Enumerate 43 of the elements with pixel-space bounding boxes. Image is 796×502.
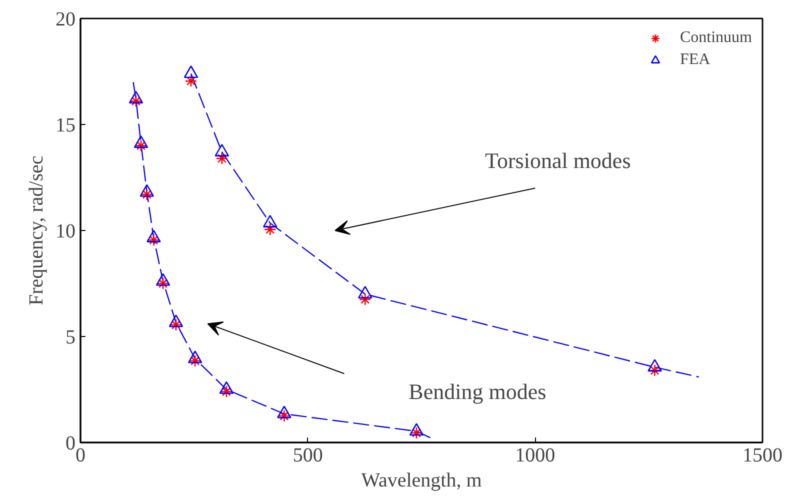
x-tick-label: 1500 <box>742 444 782 466</box>
point <box>220 385 233 398</box>
legend-label: Continuum <box>680 29 752 47</box>
y-tick-label: 20 <box>56 8 76 30</box>
point <box>214 144 230 156</box>
point <box>262 214 278 228</box>
point <box>148 234 160 246</box>
point <box>264 223 276 236</box>
point <box>170 318 182 331</box>
point <box>648 364 661 377</box>
y-tick-label: 10 <box>56 220 76 242</box>
point <box>156 273 170 286</box>
point <box>410 426 423 440</box>
annotation: Bending modes <box>408 379 546 404</box>
x-tick-label: 1000 <box>515 444 556 466</box>
point <box>216 152 228 165</box>
x-axis-title: Wavelength, m <box>361 470 482 492</box>
point <box>184 74 198 88</box>
annotation: Torsional modes <box>485 148 631 174</box>
point <box>130 95 142 108</box>
point <box>134 140 148 152</box>
point <box>358 286 372 299</box>
point <box>188 350 202 364</box>
point <box>168 314 184 328</box>
point <box>188 354 202 368</box>
point <box>409 423 424 436</box>
y-axis-title: Frequency, rad/sec <box>26 156 48 306</box>
point <box>358 293 372 306</box>
point <box>648 359 662 372</box>
point <box>278 410 290 422</box>
y-tick-label: 15 <box>56 114 76 136</box>
point <box>184 65 198 78</box>
point <box>140 184 154 197</box>
point <box>277 406 292 418</box>
point <box>156 277 170 290</box>
point <box>219 381 234 394</box>
point <box>134 135 148 148</box>
point <box>140 188 154 201</box>
point <box>146 230 161 242</box>
x-tick-label: 500 <box>292 444 323 466</box>
y-tick-label: 5 <box>66 326 76 348</box>
point <box>128 90 144 104</box>
legend-label: FEA <box>680 51 710 69</box>
